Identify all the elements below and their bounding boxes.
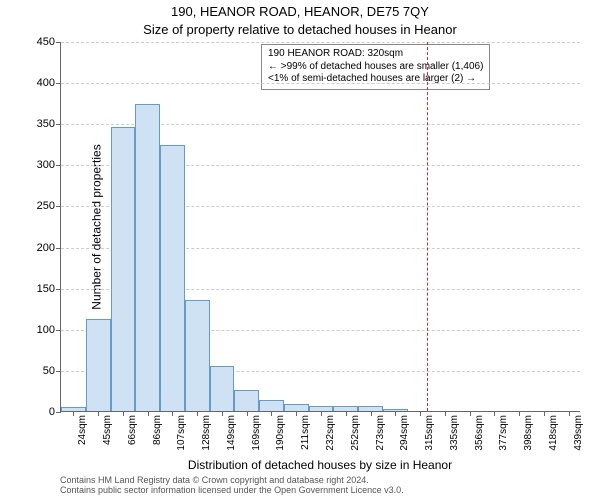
gridline-h [61,83,580,84]
xtick-label: 66sqm [127,415,138,445]
xtick-mark [271,411,272,416]
xtick-mark [371,411,372,416]
xtick-mark [321,411,322,416]
x-axis-label: Distribution of detached houses by size … [60,458,580,472]
xtick-mark [197,411,198,416]
xtick-label: 169sqm [251,415,262,451]
histogram-bar [259,400,284,411]
histogram-bar [210,366,235,411]
footnote: Contains HM Land Registry data © Crown c… [60,476,580,496]
xtick-mark [172,411,173,416]
ytick-mark [56,412,61,413]
ytick-label: 100 [37,324,55,336]
xtick-label: 418sqm [548,415,559,451]
ytick-mark [56,165,61,166]
xtick-mark [346,411,347,416]
xtick-label: 398sqm [523,415,534,451]
xtick-mark [519,411,520,416]
gridline-h [61,42,580,43]
xtick-mark [395,411,396,416]
xtick-label: 24sqm [77,415,88,445]
ytick-label: 50 [43,365,55,377]
ytick-mark [56,83,61,84]
ytick-label: 150 [37,283,55,295]
xtick-label: 232sqm [325,415,336,451]
ytick-label: 250 [37,200,55,212]
ytick-mark [56,330,61,331]
ytick-label: 400 [37,77,55,89]
annotation-line-2: ← >99% of detached houses are smaller (1… [268,61,483,74]
histogram-bar [86,319,111,411]
ytick-mark [56,42,61,43]
histogram-bar [234,390,259,411]
xtick-label: 107sqm [176,415,187,451]
xtick-mark [98,411,99,416]
xtick-label: 315sqm [424,415,435,451]
ytick-mark [56,289,61,290]
xtick-mark [222,411,223,416]
xtick-label: 149sqm [226,415,237,451]
xtick-label: 294sqm [399,415,410,451]
xtick-label: 211sqm [300,415,311,450]
xtick-mark [247,411,248,416]
xtick-mark [445,411,446,416]
ytick-label: 300 [37,159,55,171]
ytick-mark [56,371,61,372]
xtick-label: 335sqm [449,415,460,451]
histogram-bar [135,104,160,411]
xtick-mark [73,411,74,416]
xtick-label: 273sqm [375,415,386,451]
ytick-mark [56,248,61,249]
xtick-mark [569,411,570,416]
xtick-label: 439sqm [573,415,584,451]
xtick-label: 86sqm [152,415,163,445]
footnote-line-2: Contains public sector information licen… [60,486,580,496]
xtick-mark [148,411,149,416]
histogram-bar [111,127,136,411]
histogram-bar [160,145,185,411]
histogram-bar [185,300,210,411]
xtick-label: 45sqm [102,415,113,445]
xtick-mark [123,411,124,416]
title-address: 190, HEANOR ROAD, HEANOR, DE75 7QY [0,4,600,19]
ytick-mark [56,124,61,125]
xtick-mark [544,411,545,416]
xtick-mark [470,411,471,416]
reference-line [427,42,428,411]
xtick-label: 252sqm [350,415,361,451]
xtick-label: 377sqm [498,415,509,451]
annotation-line-1: 190 HEANOR ROAD: 320sqm [268,48,483,61]
plot-area: 190 HEANOR ROAD: 320sqm ← >99% of detach… [60,42,580,412]
xtick-mark [494,411,495,416]
ytick-mark [56,206,61,207]
xtick-mark [296,411,297,416]
xtick-label: 190sqm [275,415,286,451]
ytick-label: 0 [49,406,55,418]
xtick-mark [420,411,421,416]
ytick-label: 200 [37,242,55,254]
ytick-label: 350 [37,118,55,130]
xtick-label: 128sqm [201,415,212,451]
ytick-label: 450 [37,36,55,48]
chart-container: 190, HEANOR ROAD, HEANOR, DE75 7QY Size … [0,0,600,500]
xtick-label: 356sqm [474,415,485,451]
title-subtitle: Size of property relative to detached ho… [0,22,600,37]
